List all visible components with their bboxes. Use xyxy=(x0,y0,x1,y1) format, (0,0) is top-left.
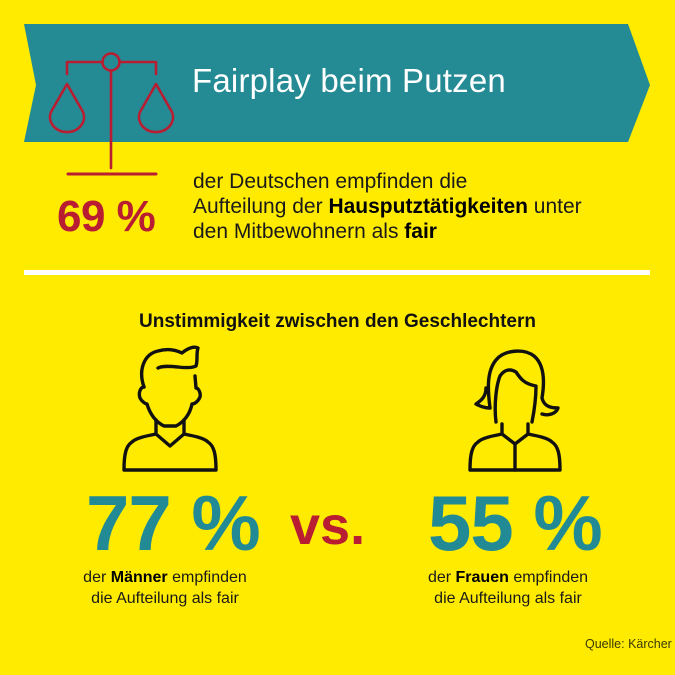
caption-line-1: der Männer empfinden xyxy=(50,567,280,588)
source-credit: Quelle: Kärcher xyxy=(585,637,672,651)
emphasis-text: Hausputztätigkeiten xyxy=(328,195,528,218)
versus-label: vs. xyxy=(290,496,366,556)
caption-line-2: die Aufteilung als fair xyxy=(91,590,239,607)
page-title: Fairplay beim Putzen xyxy=(192,62,506,99)
overall-description: der Deutschen empfinden die Aufteilung d… xyxy=(193,169,582,244)
description-line-3: den Mitbewohnern als fair xyxy=(193,219,582,244)
emphasis-text: Frauen xyxy=(455,569,509,586)
description-line-1: der Deutschen empfinden die xyxy=(193,170,468,193)
caption-line-2: die Aufteilung als fair xyxy=(434,590,582,607)
text: der xyxy=(427,569,456,586)
men-percentage: 77 % xyxy=(86,479,261,567)
men-caption: der Männer empfinden die Aufteilung als … xyxy=(50,567,280,609)
section-divider xyxy=(24,270,650,275)
title-banner xyxy=(24,24,650,142)
text: unter xyxy=(527,195,582,218)
text: empfinden xyxy=(167,569,247,586)
emphasis-text: fair xyxy=(404,220,437,243)
overall-percentage: 69 % xyxy=(57,192,156,241)
text: der xyxy=(83,569,111,586)
women-caption: der Frauen empfinden die Aufteilung als … xyxy=(393,567,623,609)
text: den Mitbewohnern als xyxy=(193,220,405,243)
description-line-2: Aufteilung der Hausputztätigkeiten unter xyxy=(193,194,582,219)
man-icon xyxy=(122,345,218,472)
text: empfinden xyxy=(508,569,589,586)
caption-line-1: der Frauen empfinden xyxy=(393,567,623,588)
section-heading: Unstimmigkeit zwischen den Geschlechtern xyxy=(139,311,536,332)
emphasis-text: Männer xyxy=(110,569,168,586)
text: Aufteilung der xyxy=(193,195,329,218)
scale-icon xyxy=(48,52,175,176)
woman-icon xyxy=(468,349,562,472)
women-percentage: 55 % xyxy=(428,479,603,567)
